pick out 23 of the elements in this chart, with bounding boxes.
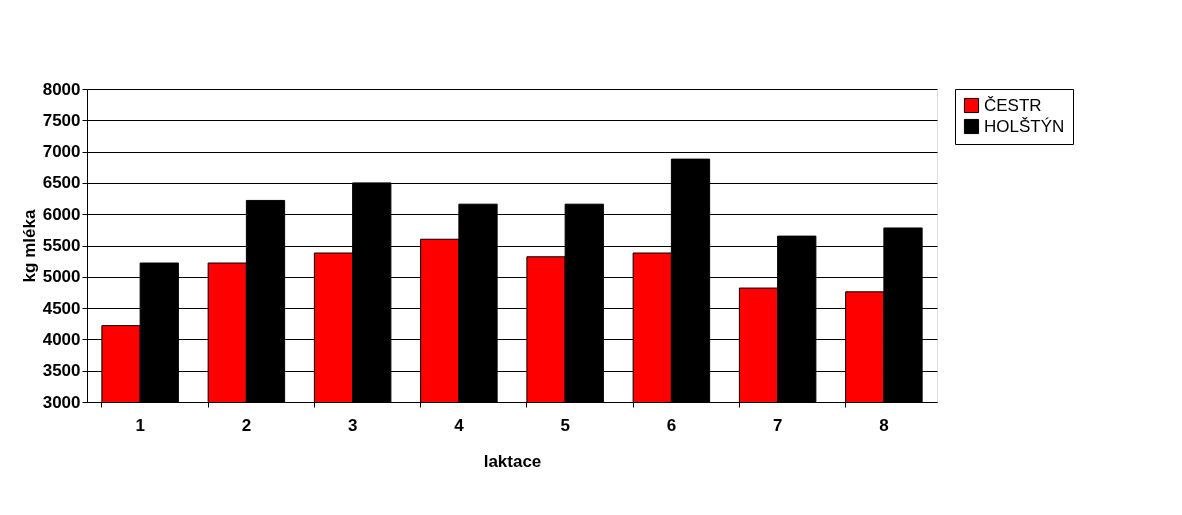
x-tick-label: 2 <box>241 415 252 435</box>
x-tick-label: 6 <box>666 415 677 435</box>
x-tick-label: 1 <box>135 415 145 435</box>
y-tick-label: 7500 <box>42 110 81 130</box>
x-axis-title: laktace <box>483 451 542 471</box>
y-tick-label: 6500 <box>42 173 81 193</box>
y-tick-label: 3000 <box>42 392 81 412</box>
y-tick-label: 7000 <box>42 142 81 162</box>
y-tick-label: 5000 <box>42 267 81 287</box>
x-tick-label: 4 <box>454 415 465 435</box>
y-tick-label: 3500 <box>42 361 81 381</box>
y-axis-title: kg mléka <box>19 209 39 283</box>
legend-label: ČESTR <box>984 95 1042 115</box>
x-tick-label: 7 <box>772 415 783 435</box>
x-tick-label: 5 <box>560 415 570 435</box>
y-tick-label: 8000 <box>42 79 81 99</box>
x-tick-label: 3 <box>347 415 358 435</box>
y-tick-label: 5500 <box>42 236 81 255</box>
legend-label: HOLŠTÝN <box>984 116 1065 136</box>
x-tick-label: 8 <box>879 415 889 435</box>
y-tick-label: 4000 <box>42 329 81 349</box>
y-tick-label: 6000 <box>42 204 81 224</box>
y-tick-label: 4500 <box>42 298 81 318</box>
